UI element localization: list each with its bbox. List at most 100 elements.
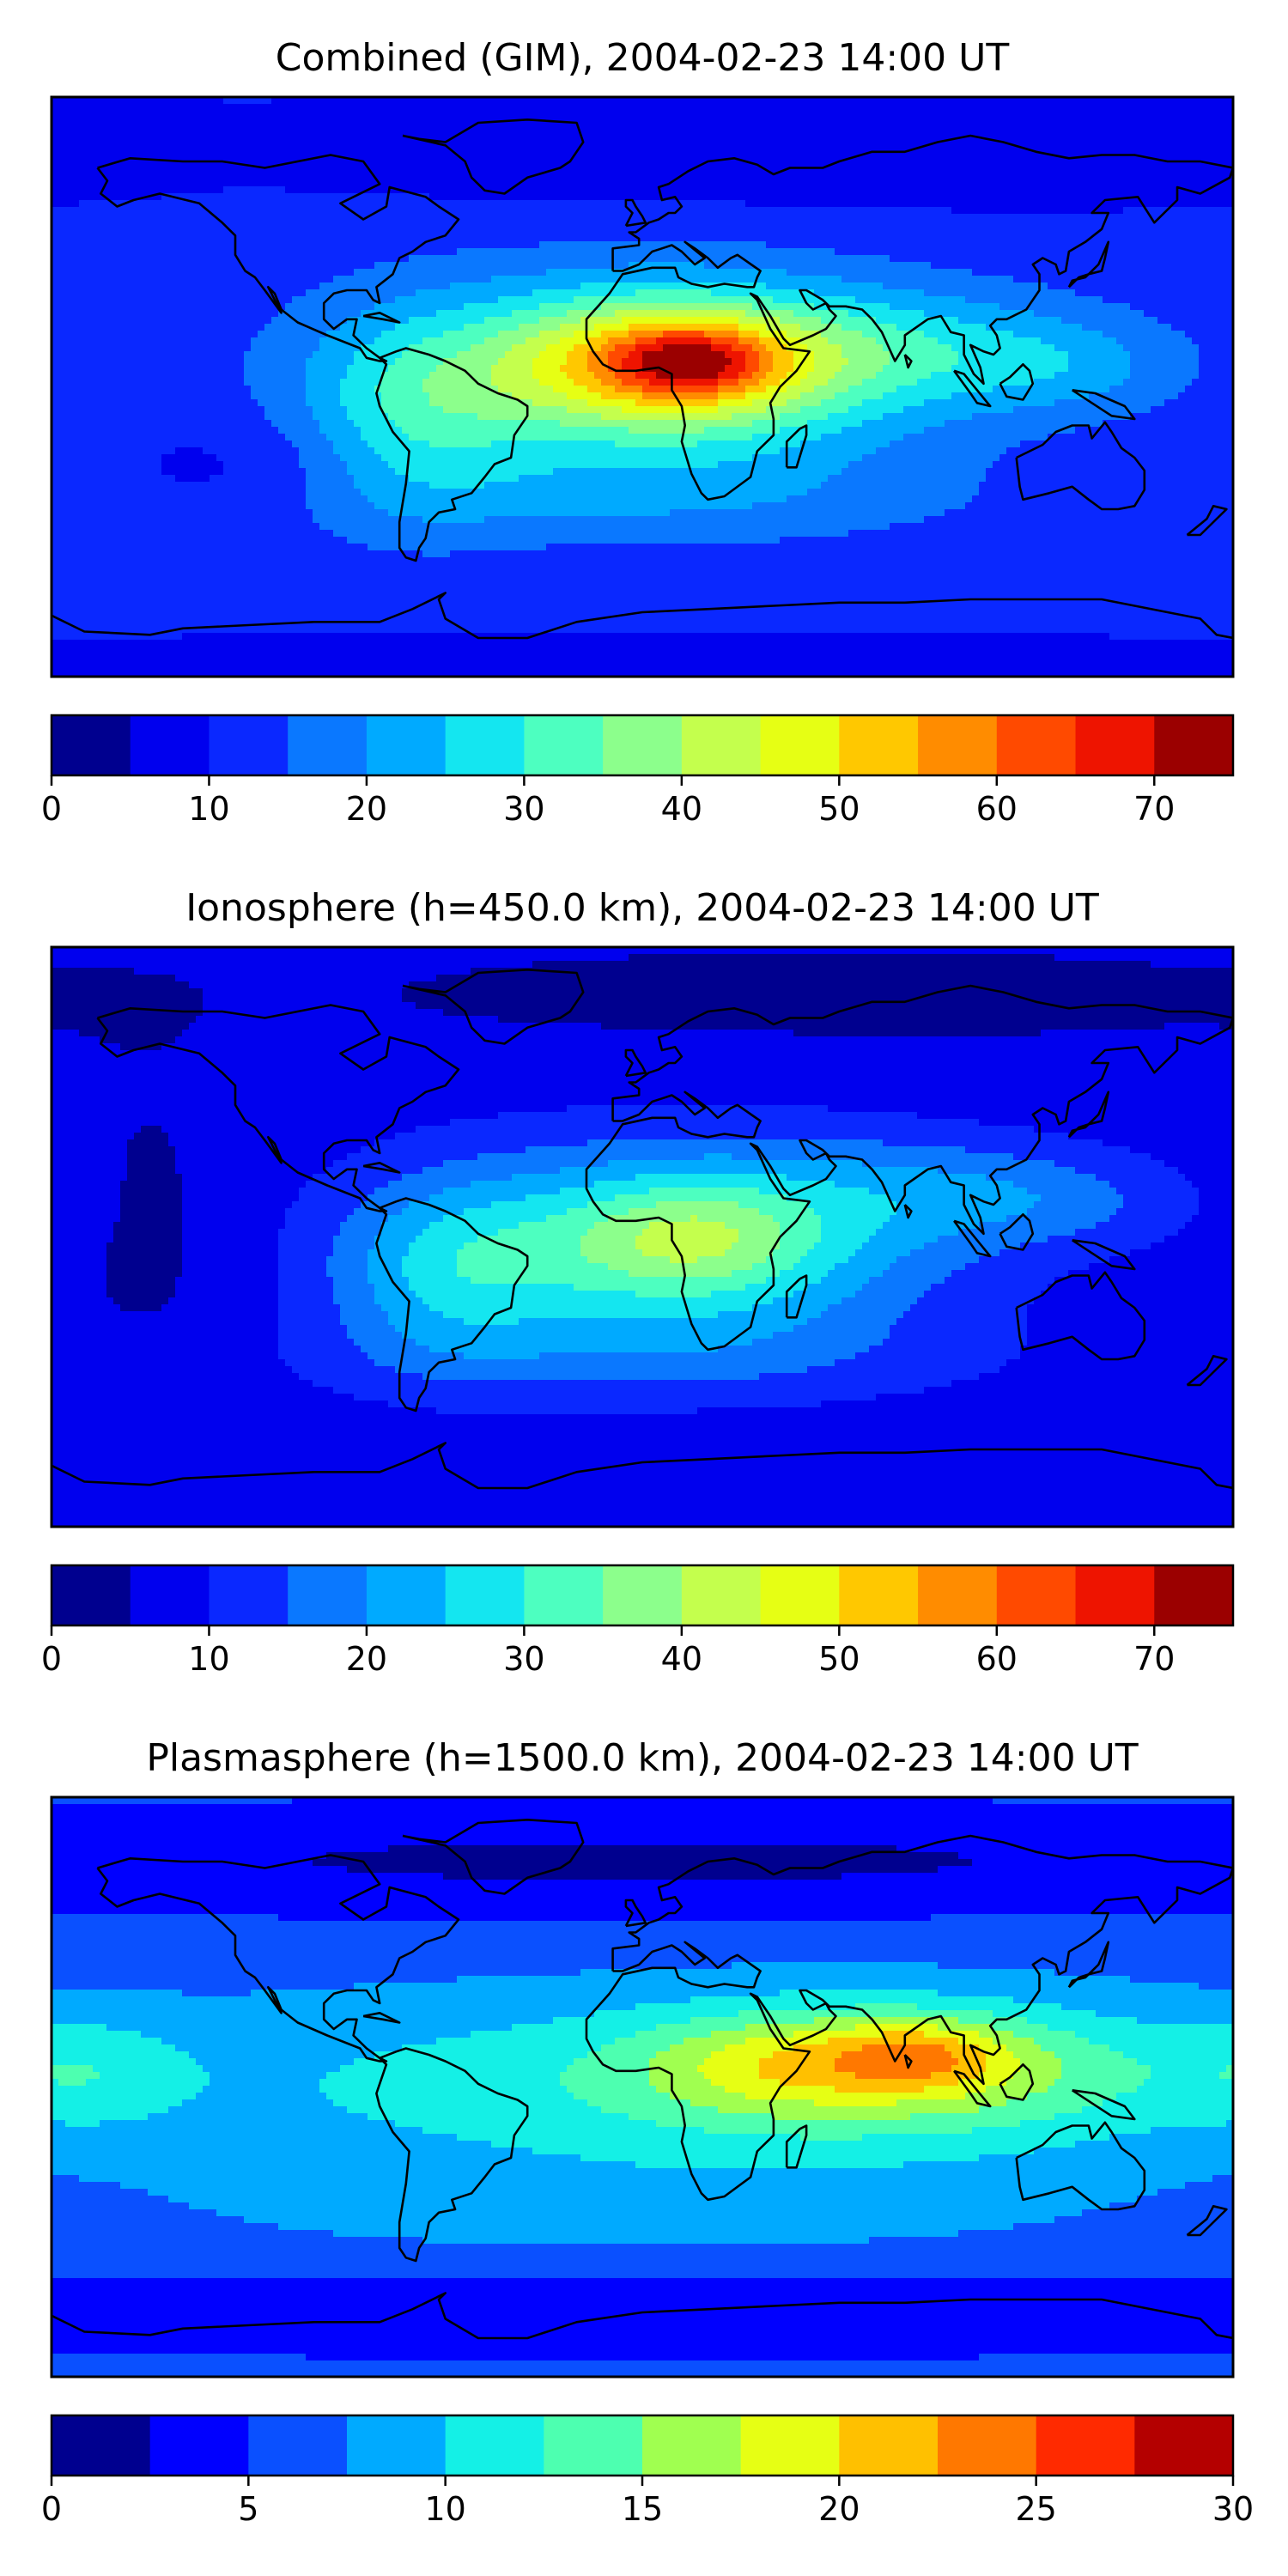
field-cell — [1089, 145, 1097, 153]
field-cell — [443, 221, 451, 228]
field-cell — [958, 276, 966, 283]
field-cell — [113, 193, 121, 201]
field-cell — [93, 97, 100, 105]
field-cell — [477, 166, 485, 173]
field-cell — [807, 221, 815, 228]
field-cell — [354, 97, 361, 105]
field-cell — [1130, 125, 1138, 132]
field-cell — [477, 159, 485, 167]
field-cell — [1061, 283, 1069, 290]
field-cell — [780, 111, 787, 118]
field-cell — [903, 179, 911, 187]
field-cell — [697, 104, 705, 112]
field-cell — [876, 104, 884, 112]
field-cell — [319, 159, 327, 167]
field-cell — [835, 118, 842, 125]
field-cell — [1212, 152, 1220, 160]
field-cell — [594, 145, 602, 153]
field-cell — [526, 145, 533, 153]
field-cell — [381, 214, 389, 222]
field-cell — [1061, 131, 1069, 139]
field-cell — [148, 118, 155, 125]
field-cell — [642, 166, 650, 173]
field-cell — [718, 125, 726, 132]
field-cell — [587, 255, 595, 263]
field-cell — [924, 241, 932, 249]
field-cell — [306, 104, 313, 112]
field-cell — [601, 234, 609, 242]
field-cell — [134, 200, 142, 208]
field-cell — [580, 200, 588, 208]
field-cell — [594, 159, 602, 167]
field-cell — [1068, 207, 1076, 215]
field-cell — [464, 179, 471, 187]
field-cell — [333, 262, 341, 270]
field-cell — [945, 221, 952, 228]
field-cell — [993, 193, 1000, 201]
field-cell — [1185, 145, 1193, 153]
field-cell — [642, 207, 650, 215]
field-cell — [931, 152, 939, 160]
field-cell — [1075, 200, 1083, 208]
field-cell — [106, 221, 114, 228]
field-cell — [1048, 269, 1055, 276]
field-cell — [505, 104, 513, 112]
field-cell — [333, 166, 341, 173]
field-cell — [601, 255, 609, 263]
field-cell — [244, 248, 252, 256]
field-cell — [271, 173, 279, 180]
field-cell — [690, 104, 698, 112]
field-cell — [670, 262, 677, 270]
field-cell — [1116, 283, 1124, 290]
field-cell — [72, 241, 80, 249]
field-cell — [601, 289, 609, 297]
field-cell — [79, 228, 87, 235]
field-cell — [429, 97, 437, 105]
field-cell — [210, 118, 217, 125]
field-cell — [155, 255, 162, 263]
field-cell — [601, 193, 609, 201]
field-cell — [574, 283, 581, 290]
field-cell — [924, 289, 932, 297]
field-cell — [450, 262, 458, 270]
field-cell — [642, 234, 650, 242]
field-cell — [622, 138, 629, 146]
field-cell — [258, 179, 265, 187]
field-cell — [72, 166, 80, 173]
field-cell — [374, 138, 382, 146]
field-cell — [1226, 152, 1233, 160]
field-cell — [436, 228, 444, 235]
field-cell — [285, 179, 293, 187]
field-cell — [690, 193, 698, 201]
field-cell — [999, 145, 1007, 153]
field-cell — [1006, 193, 1014, 201]
field-cell — [409, 283, 416, 290]
field-cell — [65, 173, 73, 180]
field-cell — [402, 241, 410, 249]
field-cell — [395, 104, 403, 112]
field-cell — [1041, 166, 1048, 173]
field-cell — [1020, 221, 1028, 228]
field-cell — [574, 262, 581, 270]
field-cell — [649, 173, 657, 180]
field-cell — [230, 131, 238, 139]
field-cell — [216, 138, 224, 146]
field-cell — [855, 228, 863, 235]
field-cell — [993, 214, 1000, 222]
field-cell — [278, 186, 286, 194]
field-cell — [896, 97, 904, 105]
field-cell — [574, 173, 581, 180]
field-cell — [711, 173, 719, 180]
field-cell — [890, 221, 897, 228]
field-cell — [52, 159, 59, 167]
field-cell — [917, 145, 925, 153]
field-cell — [766, 234, 774, 242]
field-cell — [395, 97, 403, 105]
field-cell — [1171, 186, 1179, 194]
field-cell — [498, 159, 506, 167]
field-cell — [732, 214, 739, 222]
field-cell — [656, 152, 664, 160]
field-cell — [471, 131, 478, 139]
field-cell — [422, 166, 430, 173]
field-cell — [127, 276, 135, 283]
